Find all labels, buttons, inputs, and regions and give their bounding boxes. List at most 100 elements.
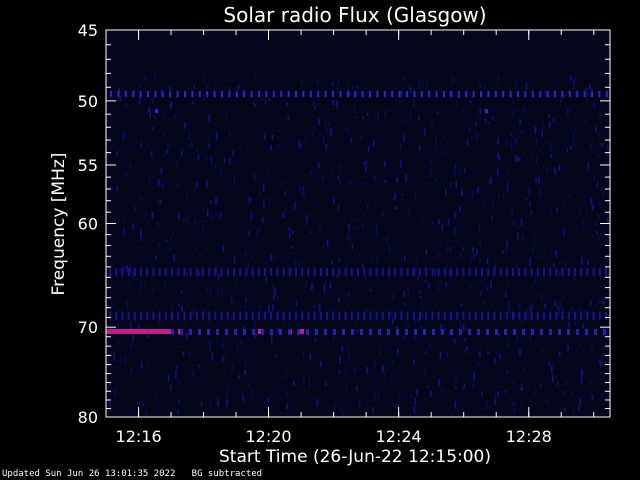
noise-mark — [426, 80, 428, 86]
noise-mark — [399, 143, 402, 150]
noise-mark — [527, 309, 529, 317]
noise-mark — [198, 365, 201, 368]
noise-mark — [413, 405, 416, 414]
noise-mark — [220, 285, 222, 290]
noise-mark — [161, 127, 163, 131]
noise-mark — [459, 170, 461, 176]
footer: Updated Sun Jun 26 13:01:35 2022 BG subt… — [2, 469, 262, 479]
noise-mark — [157, 221, 160, 229]
noise-mark — [571, 391, 573, 396]
noise-mark — [311, 283, 313, 291]
faint-band-mark — [133, 268, 136, 277]
faint-band-mark — [543, 311, 545, 320]
noise-mark — [602, 345, 604, 349]
noise-mark — [424, 368, 427, 377]
noise-mark — [157, 200, 160, 204]
noise-mark — [437, 250, 440, 258]
noise-mark — [566, 108, 569, 116]
noise-mark — [194, 186, 196, 191]
noise-mark — [353, 103, 356, 109]
noise-mark — [521, 130, 523, 133]
noise-mark — [533, 237, 535, 243]
noise-mark — [183, 218, 185, 222]
noise-mark — [192, 309, 194, 316]
noise-mark — [440, 386, 443, 392]
noise-mark — [530, 283, 533, 287]
noise-mark — [318, 303, 321, 312]
faint-band-mark — [220, 268, 223, 277]
noise-mark — [514, 155, 517, 162]
y-tick-label: 70 — [78, 318, 98, 337]
noise-mark — [513, 408, 515, 414]
noise-mark — [350, 138, 353, 144]
faint-band-mark — [288, 268, 291, 277]
faint-band-mark — [357, 311, 359, 320]
band-mark — [423, 329, 426, 335]
bg-note: BG subtracted — [191, 469, 263, 479]
noise-mark — [554, 300, 556, 307]
faint-band-mark — [276, 268, 279, 277]
noise-mark — [113, 353, 115, 361]
noise-mark — [177, 410, 179, 415]
band-mark — [432, 329, 435, 335]
noise-mark — [139, 195, 142, 201]
noise-mark — [328, 121, 330, 126]
noise-mark — [435, 178, 437, 182]
noise-mark — [399, 395, 401, 400]
noise-mark — [454, 386, 457, 389]
noise-mark — [225, 115, 228, 123]
interference-mark — [346, 91, 349, 98]
interference-mark — [228, 91, 231, 98]
noise-mark — [553, 118, 555, 122]
noise-mark — [233, 256, 236, 263]
noise-mark — [321, 174, 324, 182]
faint-band-mark — [369, 311, 372, 320]
noise-mark — [339, 179, 341, 186]
noise-mark — [349, 92, 351, 97]
noise-mark — [175, 370, 177, 379]
noise-mark — [402, 117, 404, 121]
noise-mark — [539, 382, 542, 389]
noise-mark — [477, 361, 480, 366]
noise-mark — [273, 294, 275, 300]
noise-mark — [251, 390, 253, 395]
noise-mark — [561, 306, 564, 314]
noise-mark — [515, 155, 518, 164]
band-mark — [171, 329, 174, 335]
noise-mark — [376, 224, 378, 232]
noise-mark — [440, 280, 443, 285]
noise-mark — [404, 255, 406, 262]
noise-mark — [560, 96, 562, 103]
faint-band-mark — [406, 311, 409, 320]
noise-mark — [413, 99, 415, 108]
interference-mark — [457, 91, 460, 98]
noise-mark — [209, 344, 211, 352]
noise-mark — [441, 224, 444, 231]
noise-mark — [511, 208, 513, 216]
band-mark — [297, 329, 300, 335]
noise-mark — [548, 122, 551, 128]
noise-mark — [384, 179, 387, 183]
noise-mark — [130, 367, 133, 374]
noise-mark — [499, 354, 501, 360]
noise-mark — [240, 150, 242, 154]
noise-mark — [243, 326, 245, 330]
noise-mark — [434, 269, 436, 276]
noise-mark — [572, 207, 574, 211]
noise-mark — [517, 156, 520, 161]
noise-mark — [462, 246, 465, 251]
interference-mark — [561, 91, 564, 98]
noise-mark — [447, 219, 450, 226]
noise-mark — [498, 192, 500, 199]
x-tick-label: 12:28 — [506, 427, 552, 446]
noise-mark — [270, 144, 272, 151]
band-mark — [234, 329, 237, 335]
noise-mark — [573, 273, 575, 281]
noise-mark — [164, 218, 166, 221]
noise-mark — [598, 201, 601, 207]
noise-mark — [548, 114, 550, 118]
faint-band-mark — [412, 268, 415, 277]
noise-mark — [591, 344, 593, 351]
noise-mark — [107, 359, 110, 364]
noise-mark — [314, 337, 317, 341]
